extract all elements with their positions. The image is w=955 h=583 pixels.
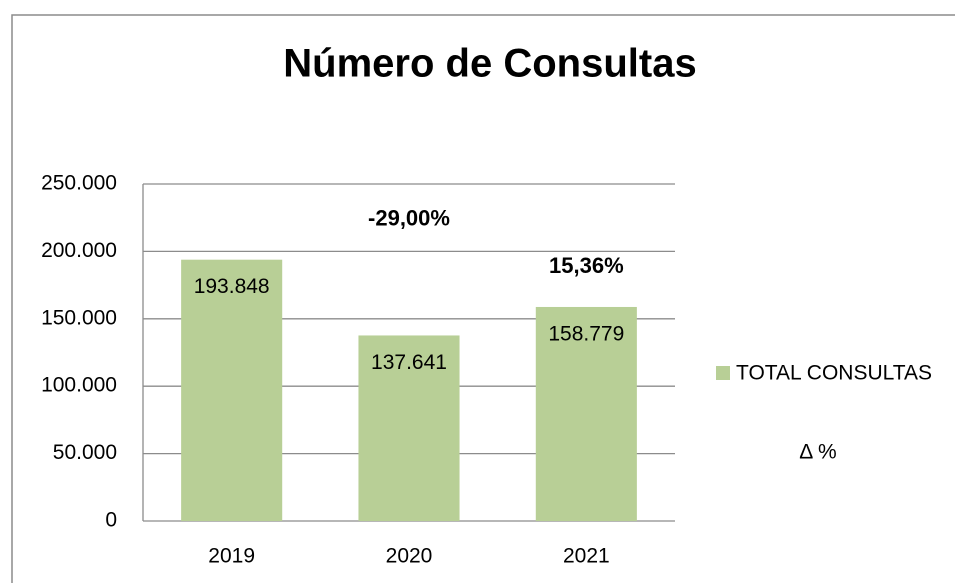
y-tick-label: 200.000 (41, 239, 117, 262)
y-tick-label: 0 (105, 509, 117, 532)
legend-label: Δ % (799, 441, 836, 464)
chart-title: Número de Consultas (283, 42, 696, 86)
y-tick-label: 100.000 (41, 374, 117, 397)
bar (535, 306, 637, 521)
x-tick-label: 2019 (208, 545, 255, 568)
bar (181, 259, 283, 521)
y-tick-label: 150.000 (41, 306, 117, 329)
y-tick-label: 250.000 (41, 172, 117, 195)
x-tick-label: 2021 (563, 545, 610, 568)
data-label: 158.779 (548, 323, 624, 346)
chart-frame (11, 14, 955, 583)
y-tick-label: 50.000 (53, 441, 117, 464)
bar (358, 335, 460, 521)
data-label: 137.641 (371, 351, 447, 374)
data-label: 193.848 (194, 275, 270, 298)
percent-label: -29,00% (368, 206, 450, 231)
legend-label: TOTAL CONSULTAS (736, 362, 932, 385)
x-tick-label: 2020 (386, 545, 433, 568)
legend-swatch (716, 366, 730, 380)
percent-label: 15,36% (549, 253, 624, 278)
